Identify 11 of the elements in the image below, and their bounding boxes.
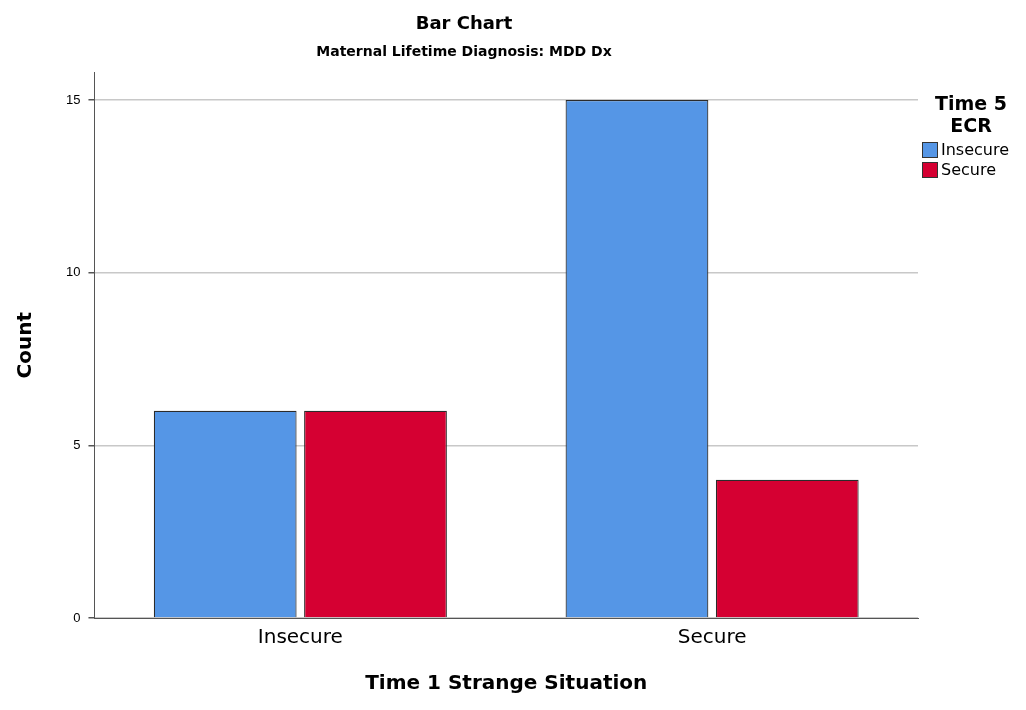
legend-label: Insecure [941, 140, 1010, 160]
y-tick-label: 10 [65, 264, 81, 280]
y-tick-label: 0 [73, 609, 81, 625]
chart-subtitle: Maternal Lifetime Diagnosis: MDD Dx [316, 42, 612, 59]
y-tick-label: 5 [73, 436, 81, 452]
y-axis-title: Count [12, 311, 37, 379]
legend-label: Secure [941, 160, 997, 180]
legend-title: Time 5 ECR [934, 92, 1008, 136]
chart-title: Bar Chart [415, 12, 513, 34]
y-tick-label: 15 [65, 91, 81, 107]
x-axis-title: Time 1 Strange Situation [365, 670, 648, 695]
